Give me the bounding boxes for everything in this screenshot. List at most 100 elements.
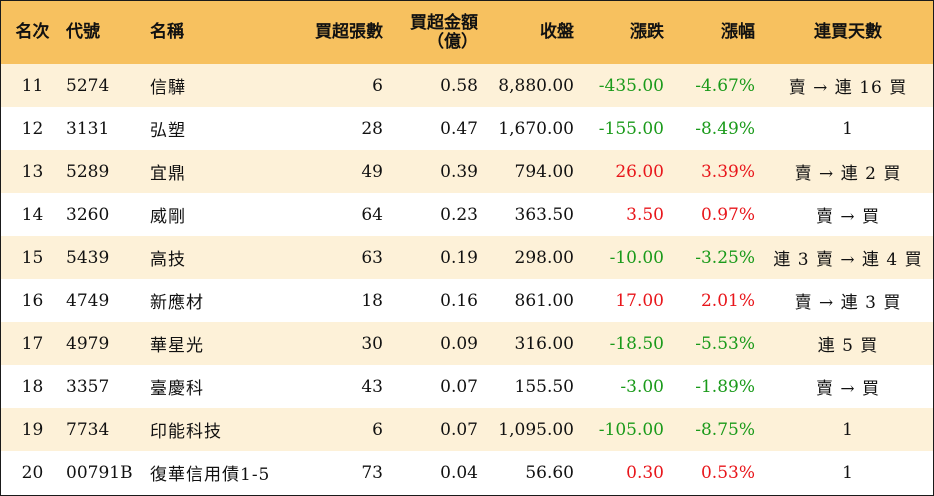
cell-rank: 18 — [21, 376, 44, 397]
cell-code: 7734 — [66, 419, 110, 440]
cell-net-buy-lots: 6 — [372, 419, 383, 440]
header-code: 代號 — [66, 22, 100, 42]
cell-change: -18.50 — [609, 333, 664, 354]
cell-close: 155.50 — [514, 376, 574, 397]
header-row: 名次 代號 名稱 買超張數 買超金額 （億） 收盤 漲跌 漲幅 連買天數 — [1, 1, 933, 64]
cell-change: 3.50 — [626, 204, 664, 225]
cell-change-pct: 0.97% — [700, 204, 755, 225]
table-row: 20 00791B 復華信用債1-5 73 0.04 56.60 0.30 0.… — [1, 451, 933, 494]
cell-rank: 14 — [21, 204, 44, 225]
cell-net-buy-amount: 0.39 — [440, 161, 478, 182]
cell-close: 316.00 — [514, 333, 574, 354]
table-body: 11 5274 信驊 6 0.58 8,880.00 -435.00 -4.67… — [1, 64, 933, 494]
cell-net-buy-amount: 0.23 — [440, 204, 478, 225]
header-change-pct: 漲幅 — [721, 22, 755, 42]
table-row: 19 7734 印能科技 6 0.07 1,095.00 -105.00 -8.… — [1, 408, 933, 451]
cell-close: 298.00 — [514, 247, 574, 268]
table-row: 13 5289 宜鼎 49 0.39 794.00 26.00 3.39% 賣 … — [1, 150, 933, 193]
cell-code: 4749 — [66, 290, 110, 311]
cell-code: 3260 — [66, 204, 110, 225]
header-change: 漲跌 — [630, 22, 664, 42]
cell-net-buy-amount: 0.58 — [440, 75, 478, 96]
cell-change-pct: -3.25% — [695, 247, 755, 268]
cell-rank: 16 — [21, 290, 44, 311]
cell-rank: 15 — [21, 247, 44, 268]
cell-name: 信驊 — [150, 78, 186, 98]
cell-rank: 17 — [21, 333, 44, 354]
cell-change-pct: -1.89% — [695, 376, 755, 397]
cell-consecutive-days: 賣 → 連 16 買 — [788, 78, 908, 98]
cell-name: 華星光 — [150, 336, 204, 356]
cell-code: 5289 — [66, 161, 110, 182]
table-row: 15 5439 高技 63 0.19 298.00 -10.00 -3.25% … — [1, 236, 933, 279]
cell-rank: 20 — [21, 462, 44, 483]
cell-change-pct: 2.01% — [700, 290, 755, 311]
cell-net-buy-lots: 43 — [361, 376, 383, 397]
cell-consecutive-days: 1 — [842, 118, 854, 139]
cell-consecutive-days: 連 5 買 — [817, 336, 879, 356]
cell-code: 5274 — [66, 75, 110, 96]
header-rank: 名次 — [15, 22, 50, 42]
cell-net-buy-lots: 49 — [361, 161, 383, 182]
cell-net-buy-lots: 18 — [361, 290, 383, 311]
table-row: 12 3131 弘塑 28 0.47 1,670.00 -155.00 -8.4… — [1, 107, 933, 150]
cell-name: 弘塑 — [150, 121, 186, 141]
cell-name: 威剛 — [150, 207, 186, 227]
cell-change: -435.00 — [598, 75, 664, 96]
cell-consecutive-days: 賣 → 連 3 買 — [794, 293, 902, 313]
header-net-buy-amount-line1: 買超金額 — [410, 12, 478, 33]
table-row: 16 4749 新應材 18 0.16 861.00 17.00 2.01% 賣… — [1, 279, 933, 322]
cell-net-buy-amount: 0.09 — [440, 333, 478, 354]
table-row: 18 3357 臺慶科 43 0.07 155.50 -3.00 -1.89% … — [1, 365, 933, 408]
cell-change: 17.00 — [615, 290, 664, 311]
cell-net-buy-lots: 64 — [361, 204, 383, 225]
cell-code: 3357 — [66, 376, 110, 397]
cell-net-buy-amount: 0.19 — [440, 247, 478, 268]
cell-close: 1,095.00 — [498, 419, 574, 440]
cell-change-pct: 3.39% — [700, 161, 755, 182]
cell-close: 8,880.00 — [498, 75, 574, 96]
cell-close: 1,670.00 — [498, 118, 574, 139]
table-row: 17 4979 華星光 30 0.09 316.00 -18.50 -5.53%… — [1, 322, 933, 365]
table-header: 名次 代號 名稱 買超張數 買超金額 （億） 收盤 漲跌 漲幅 連買天數 — [1, 1, 933, 64]
cell-change: 26.00 — [615, 161, 664, 182]
header-net-buy-amount-line2: （億） — [427, 31, 478, 52]
cell-name: 高技 — [150, 250, 186, 270]
cell-close: 794.00 — [514, 161, 574, 182]
cell-change-pct: -8.75% — [695, 419, 755, 440]
cell-name: 復華信用債1-5 — [150, 465, 271, 485]
cell-change: -155.00 — [598, 118, 664, 139]
cell-consecutive-days: 賣 → 買 — [815, 207, 881, 227]
cell-change: -105.00 — [598, 419, 664, 440]
cell-net-buy-amount: 0.07 — [440, 419, 478, 440]
cell-net-buy-lots: 6 — [372, 75, 383, 96]
header-name: 名稱 — [150, 22, 184, 42]
cell-net-buy-amount: 0.16 — [440, 290, 478, 311]
cell-close: 56.60 — [525, 462, 574, 483]
cell-net-buy-lots: 30 — [361, 333, 383, 354]
cell-net-buy-lots: 28 — [361, 118, 383, 139]
cell-close: 861.00 — [514, 290, 574, 311]
cell-net-buy-amount: 0.47 — [440, 118, 478, 139]
cell-name: 臺慶科 — [150, 379, 204, 399]
cell-code: 5439 — [66, 247, 110, 268]
cell-change-pct: -8.49% — [695, 118, 755, 139]
cell-name: 新應材 — [150, 293, 204, 313]
cell-consecutive-days: 連 3 賣 → 連 4 買 — [773, 250, 923, 270]
cell-code: 4979 — [66, 333, 110, 354]
table-row: 14 3260 威剛 64 0.23 363.50 3.50 0.97% 賣 →… — [1, 193, 933, 236]
cell-rank: 11 — [21, 75, 44, 96]
cell-net-buy-amount: 0.04 — [440, 462, 478, 483]
cell-consecutive-days: 1 — [842, 462, 854, 483]
cell-consecutive-days: 賣 → 連 2 買 — [794, 164, 902, 184]
cell-net-buy-lots: 73 — [361, 462, 383, 483]
cell-change-pct: -5.53% — [695, 333, 755, 354]
cell-name: 宜鼎 — [150, 164, 186, 184]
cell-change-pct: -4.67% — [695, 75, 755, 96]
cell-net-buy-lots: 63 — [361, 247, 383, 268]
cell-change: -10.00 — [609, 247, 664, 268]
cell-close: 363.50 — [514, 204, 574, 225]
cell-code: 00791B — [66, 462, 133, 483]
